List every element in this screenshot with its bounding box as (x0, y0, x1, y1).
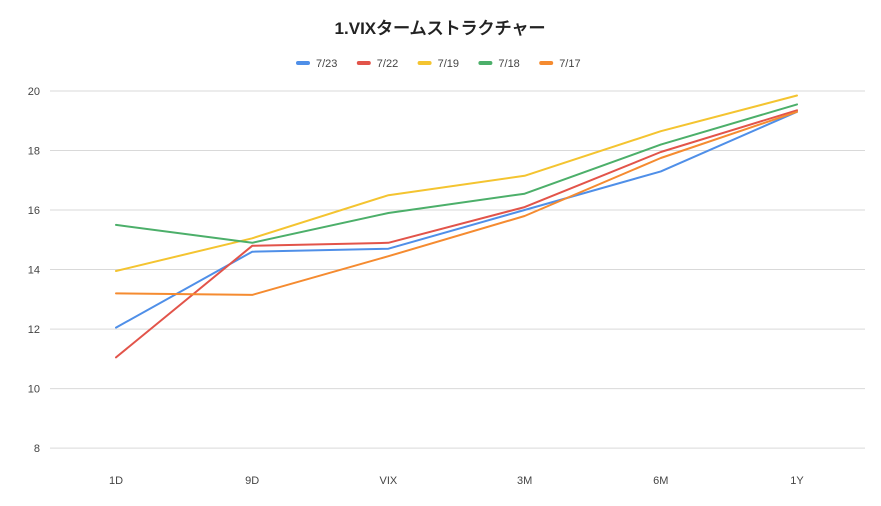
legend-swatch (296, 61, 310, 65)
x-axis: 1D 9D VIX 3M 6M 1Y (109, 475, 804, 487)
y-tick-label: 8 (34, 443, 40, 455)
legend: 7/23 7/22 7/19 7/18 7/17 (296, 58, 581, 70)
series-group (115, 94, 798, 359)
legend-label: 7/18 (498, 58, 519, 70)
legend-swatch (356, 61, 371, 65)
x-tick-label: 9D (245, 475, 259, 487)
legend-item: 7/17 (539, 58, 581, 70)
legend-label: 7/17 (559, 58, 580, 70)
legend-label: 7/22 (377, 58, 398, 70)
y-tick-label: 18 (28, 146, 40, 158)
x-tick-label: 1Y (790, 475, 804, 487)
series-line-7-18 (115, 103, 798, 244)
gridlines (50, 90, 865, 449)
series-line-7-17 (115, 110, 798, 296)
x-tick-label: 3M (517, 475, 532, 487)
legend-item: 7/18 (478, 58, 520, 70)
y-tick-label: 14 (28, 265, 40, 277)
x-tick-label: 1D (109, 475, 123, 487)
x-tick-label: VIX (380, 475, 398, 487)
series-line-7-22 (115, 109, 798, 359)
series-line-7-19 (115, 94, 798, 272)
y-tick-label: 12 (28, 324, 40, 336)
y-tick-label: 16 (28, 205, 40, 217)
y-axis: 8 10 12 14 16 18 20 (28, 86, 40, 455)
x-tick-label: 6M (653, 475, 668, 487)
y-tick-label: 10 (28, 384, 40, 396)
chart-title: 1.VIXタームストラクチャー (335, 19, 546, 38)
legend-item: 7/23 (296, 58, 337, 70)
legend-item: 7/22 (356, 58, 398, 70)
legend-swatch (539, 61, 554, 65)
y-tick-label: 20 (28, 86, 40, 98)
legend-swatch (417, 61, 432, 65)
legend-label: 7/23 (316, 58, 337, 70)
legend-swatch (478, 61, 493, 65)
legend-label: 7/19 (438, 58, 459, 70)
legend-item: 7/19 (417, 58, 459, 70)
